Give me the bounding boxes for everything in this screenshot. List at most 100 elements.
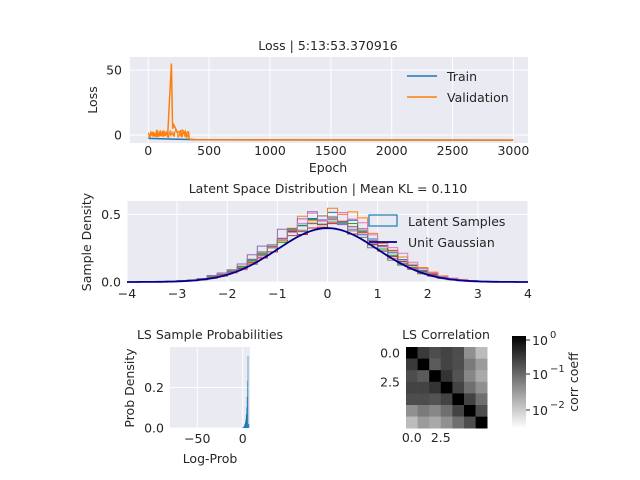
loss-xtick-label: 1000 bbox=[254, 143, 286, 158]
corr-cell bbox=[464, 347, 476, 359]
ls-prob-bar bbox=[245, 422, 246, 428]
corr-cell bbox=[417, 405, 430, 417]
ls-prob-bar bbox=[247, 380, 248, 428]
corr-cell bbox=[475, 370, 488, 383]
latent-xtick-label: −2 bbox=[218, 286, 236, 301]
corr-cell bbox=[417, 416, 430, 429]
corr-cell bbox=[475, 416, 488, 429]
colorbar-label: corr coeff bbox=[566, 352, 581, 412]
corr-cell bbox=[406, 405, 418, 417]
corr-cell bbox=[406, 381, 418, 394]
loss-ytick-label: 0 bbox=[114, 128, 122, 143]
corr-ytick-label: 0.0 bbox=[380, 345, 400, 360]
corr-xtick-label: 2.5 bbox=[431, 430, 451, 445]
corr-cell bbox=[406, 393, 418, 406]
corr-cell bbox=[440, 405, 453, 417]
corr-cell bbox=[429, 381, 442, 394]
corr-cell bbox=[452, 358, 465, 371]
loss-xtick-label: 500 bbox=[197, 143, 221, 158]
corr-cell bbox=[429, 393, 442, 406]
colorbar-tick-exponent: −2 bbox=[550, 400, 565, 411]
corr-cell bbox=[429, 358, 442, 371]
ls-prob-ytick-label: 0.0 bbox=[144, 421, 164, 436]
latent-legend: Latent Samples Unit Gaussian bbox=[368, 214, 505, 250]
corr-cell bbox=[452, 370, 465, 383]
corr-cell bbox=[406, 416, 418, 429]
corr-cell bbox=[452, 393, 465, 406]
loss-ytick-label: 50 bbox=[106, 63, 122, 78]
ls-prob-bar bbox=[248, 423, 249, 428]
corr-cell bbox=[475, 393, 488, 406]
corr-cell bbox=[440, 358, 453, 371]
latent-xtick-label: −3 bbox=[168, 286, 186, 301]
ls-prob-ytick-label: 0.2 bbox=[144, 380, 164, 395]
ls-prob-bar bbox=[247, 356, 249, 428]
colorbar-tick-exponent: 0 bbox=[550, 330, 556, 341]
loss-validation-noise bbox=[147, 128, 190, 140]
colorbar-tick-label: 10 bbox=[532, 367, 548, 382]
ls-prob-bar bbox=[244, 424, 246, 428]
ls-prob-bar bbox=[242, 427, 244, 428]
corr-cell bbox=[429, 370, 442, 383]
corr-cell bbox=[429, 405, 442, 417]
loss-xlabel: Epoch bbox=[309, 160, 347, 175]
ls-prob-xlabel: Log-Prob bbox=[183, 451, 238, 466]
legend-latent-samples-label: Latent Samples bbox=[408, 214, 505, 229]
corr-cell bbox=[452, 405, 465, 417]
unit-gaussian-curve bbox=[127, 227, 528, 283]
corr-cell bbox=[406, 347, 418, 359]
corr-cell bbox=[440, 416, 453, 429]
corr-cell bbox=[464, 416, 476, 429]
loss-ylabel: Loss bbox=[85, 86, 100, 113]
corr-cell bbox=[464, 405, 476, 417]
ls-prob-bar bbox=[242, 427, 243, 428]
corr-cell bbox=[440, 381, 453, 394]
corr-cell bbox=[417, 381, 430, 394]
ls-prob-bar bbox=[245, 419, 247, 428]
corr-cell bbox=[440, 347, 453, 359]
latent-xtick-label: −4 bbox=[118, 286, 136, 301]
ls-corr-title: LS Correlation bbox=[402, 327, 490, 342]
colorbar-tick-label: 10 bbox=[532, 403, 548, 418]
latent-xtick-label: 4 bbox=[524, 286, 532, 301]
corr-cell bbox=[475, 347, 488, 359]
loss-xtick-label: 0 bbox=[144, 143, 152, 158]
loss-legend: Train Validation bbox=[407, 69, 509, 105]
corr-cell bbox=[464, 358, 476, 371]
latent-ytick-label: 0.0 bbox=[101, 275, 121, 290]
corr-cell bbox=[417, 358, 430, 371]
corr-cell bbox=[464, 370, 476, 383]
ls-prob-bar bbox=[244, 425, 245, 428]
ls-prob-bar bbox=[245, 414, 247, 428]
ls-prob-title: LS Sample Probabilities bbox=[137, 327, 283, 342]
corr-cell bbox=[417, 347, 430, 359]
corr-cell bbox=[475, 358, 488, 371]
loss-xtick-label: 3000 bbox=[497, 143, 529, 158]
loss-xtick-label: 2500 bbox=[437, 143, 469, 158]
ls-prob-bar bbox=[246, 396, 248, 428]
latent-ylabel: Sample Density bbox=[79, 192, 94, 291]
corr-cell bbox=[464, 393, 476, 406]
legend-train-label: Train bbox=[446, 69, 477, 84]
corr-xtick-label: 0.0 bbox=[402, 430, 422, 445]
colorbar-tick-label: 10 bbox=[532, 333, 548, 348]
loss-plot-area bbox=[130, 57, 528, 143]
ls-prob-bar bbox=[243, 426, 245, 428]
latent-xtick-label: 2 bbox=[424, 286, 432, 301]
loss-xtick-label: 2000 bbox=[376, 143, 408, 158]
corr-cell bbox=[417, 370, 430, 383]
corr-cell bbox=[440, 393, 453, 406]
ls-prob-xtick-label: −50 bbox=[184, 431, 210, 446]
corr-cell bbox=[429, 347, 442, 359]
latent-xtick-label: 1 bbox=[374, 286, 382, 301]
loss-title: Loss | 5:13:53.370916 bbox=[258, 38, 398, 53]
corr-ytick-label: 2.5 bbox=[380, 374, 400, 389]
loss-xtick-label: 1500 bbox=[315, 143, 347, 158]
legend-unit-gaussian-label: Unit Gaussian bbox=[408, 235, 495, 250]
ls-prob-ylabel: Prob Density bbox=[122, 348, 137, 428]
ls-sample-probabilities-chart: LS Sample Probabilities −50 0 0.0 0.2 Log-… bbox=[122, 327, 283, 466]
corr-cell bbox=[429, 416, 442, 429]
ls-prob-xtick-label: 0 bbox=[239, 431, 247, 446]
